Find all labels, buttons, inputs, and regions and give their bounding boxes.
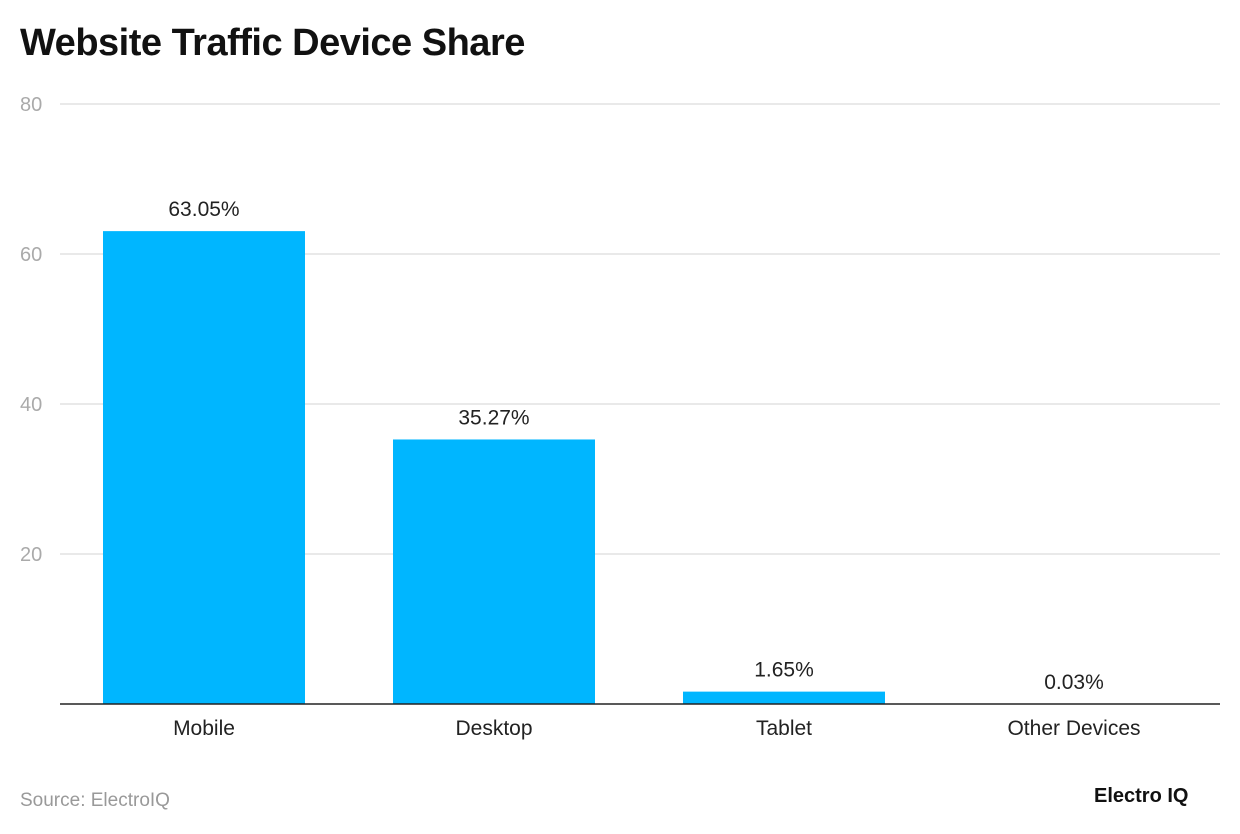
source-note: Source: ElectroIQ xyxy=(20,790,170,811)
x-tick-label: Mobile xyxy=(173,717,235,740)
bar-desktop xyxy=(393,439,595,704)
x-tick-label: Desktop xyxy=(455,717,532,740)
y-tick-label: 40 xyxy=(20,394,42,416)
chart-title: Website Traffic Device Share xyxy=(20,22,525,64)
x-tick-label: Tablet xyxy=(756,717,812,740)
data-label: 1.65% xyxy=(754,659,814,682)
data-label: 35.27% xyxy=(458,406,529,429)
y-tick-label: 60 xyxy=(20,244,42,266)
bar-tablet xyxy=(683,691,885,704)
data-label: 63.05% xyxy=(168,198,239,221)
y-tick-label: 20 xyxy=(20,544,42,566)
electroiq-logo: Electro IQ xyxy=(1094,785,1189,807)
x-tick-label: Other Devices xyxy=(1007,717,1140,740)
data-label: 0.03% xyxy=(1044,671,1104,694)
bar-mobile xyxy=(103,231,305,704)
y-tick-label: 80 xyxy=(20,94,42,116)
